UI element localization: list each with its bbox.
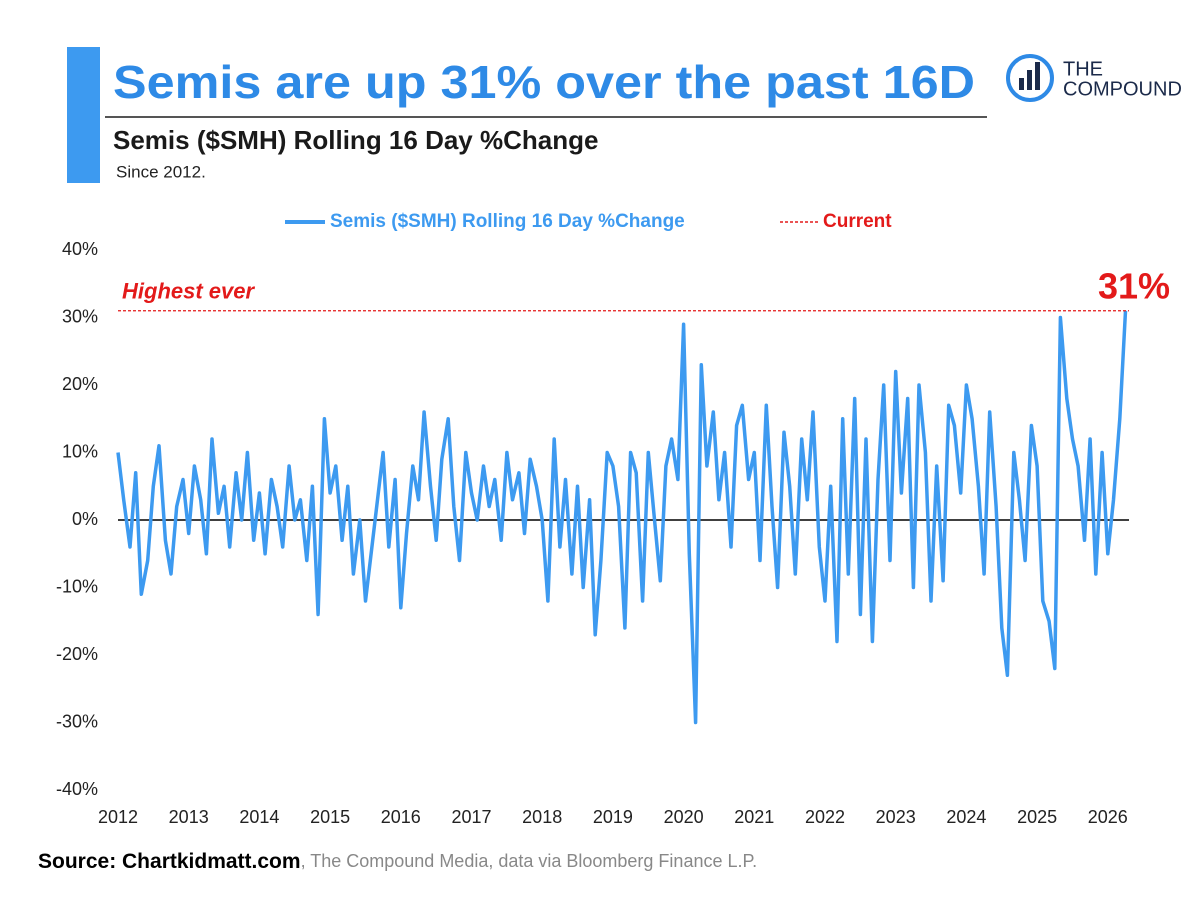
x-tick-label: 2025	[1017, 807, 1057, 827]
logo-text: THE	[1063, 58, 1103, 80]
legend-label: Current	[823, 211, 892, 232]
logo-text: COMPOUND	[1063, 78, 1182, 100]
x-tick-label: 2014	[239, 807, 279, 827]
logo-ring	[1006, 54, 1054, 102]
x-tick-label: 2023	[876, 807, 916, 827]
subtitle: Semis ($SMH) Rolling 16 Day %Change	[113, 125, 598, 155]
logo-bar	[1027, 70, 1032, 90]
y-tick-label: -40%	[56, 779, 98, 799]
y-tick-label: -10%	[56, 576, 98, 596]
source-rest: , The Compound Media, data via Bloomberg…	[301, 851, 758, 871]
x-tick-label: 2021	[734, 807, 774, 827]
x-tick-label: 2024	[946, 807, 986, 827]
reference-label: 31%	[1098, 265, 1170, 306]
y-tick-label: -20%	[56, 644, 98, 664]
legend-label: Semis ($SMH) Rolling 16 Day %Change	[330, 211, 685, 232]
x-tick-label: 2013	[169, 807, 209, 827]
logo: THE COMPOUND	[1006, 54, 1182, 102]
y-tick-label: 20%	[62, 374, 98, 394]
x-tick-label: 2019	[593, 807, 633, 827]
x-tick-label: 2020	[664, 807, 704, 827]
y-tick-label: 10%	[62, 441, 98, 461]
source-bold: Source: Chartkidmatt.com	[38, 850, 301, 873]
x-tick-label: 2026	[1088, 807, 1128, 827]
x-tick-label: 2015	[310, 807, 350, 827]
annotation: Highest ever	[122, 279, 255, 304]
x-tick-label: 2016	[381, 807, 421, 827]
x-tick-label: 2012	[98, 807, 138, 827]
note: Since 2012.	[116, 162, 206, 181]
y-tick-label: -30%	[56, 711, 98, 731]
series-line	[116, 310, 1128, 725]
y-tick-label: 0%	[72, 509, 98, 529]
chart-title: Semis are up 31% over the past 16D	[113, 56, 975, 108]
logo-bar	[1035, 62, 1040, 90]
source: Source: Chartkidmatt.com, The Compound M…	[38, 850, 757, 873]
accent-bar	[67, 47, 100, 183]
x-tick-label: 2017	[451, 807, 491, 827]
y-tick-label: 40%	[62, 239, 98, 259]
logo-bar	[1019, 78, 1024, 90]
x-tick-label: 2018	[522, 807, 562, 827]
y-tick-label: 30%	[62, 306, 98, 326]
x-tick-label: 2022	[805, 807, 845, 827]
